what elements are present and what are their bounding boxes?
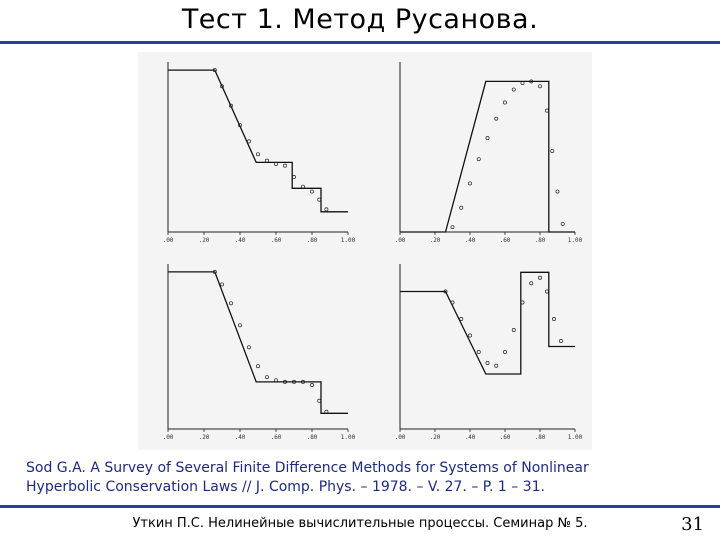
plot-1-numerical-point <box>247 139 251 144</box>
plot-3-x-tick-label: .20 <box>199 434 210 441</box>
plot-3-numerical-point <box>238 323 242 328</box>
plot-1-x-tick-label: .60 <box>271 237 282 244</box>
plot-1-exact-solution-line <box>168 69 348 213</box>
plot-4-numerical-point <box>545 289 549 294</box>
plot-1-numerical-point <box>238 123 242 128</box>
plot-1-x-tick-label: 1.00 <box>341 237 356 244</box>
plot-4-x-tick-label: .80 <box>535 434 546 441</box>
plot-2-x-tick-label: 1.00 <box>568 237 583 244</box>
plot-2-numerical-point <box>511 87 516 92</box>
plot-4-numerical-point <box>494 363 499 368</box>
plot-3-x-tick-label: .80 <box>307 434 318 441</box>
plot-1-x-tick-label: .80 <box>307 237 318 244</box>
plot-2-numerical-point <box>550 149 555 153</box>
page-number: 31 <box>681 514 704 535</box>
plot-3-numerical-point <box>212 269 217 274</box>
plot-3-numerical-point <box>274 378 278 383</box>
plot-4-x-tick-label: .00 <box>395 434 406 441</box>
plot-1-numerical-point <box>212 68 217 73</box>
plot-1-numerical-point <box>265 158 269 163</box>
plot-4-x-tick-label: .60 <box>500 434 511 441</box>
plot-2-numerical-point <box>545 108 549 113</box>
plot-1-numerical-point <box>310 189 314 194</box>
plot-4-numerical-point <box>443 289 448 294</box>
plot-3-x-tick-label: .00 <box>163 434 174 441</box>
plot-2-numerical-point <box>450 225 455 230</box>
figure-panel: .00 .20 .40 .60 .80 1.00 .00 .20 .40 .60 .80 1.00 .0… <box>138 52 592 450</box>
plot-3-x-tick-label: .60 <box>271 434 282 441</box>
plot-2-numerical-point <box>494 116 499 121</box>
plot-2-numerical-point <box>459 205 464 210</box>
plot-4-numerical-point <box>450 300 455 305</box>
plot-4-exact-solution-line <box>400 271 575 375</box>
plot-3-numerical-point <box>317 398 322 403</box>
plot-1-numerical-point <box>256 152 260 157</box>
plot-3-exact-solution-line <box>168 271 348 414</box>
plot-3-numerical-point <box>229 301 233 306</box>
plot-1-numerical-point <box>292 175 296 179</box>
plot-3-numerical-point <box>220 282 224 287</box>
plot-2-numerical-point <box>485 136 490 141</box>
plot-4-numerical-point <box>511 328 516 332</box>
plot-4-x-tick-label: .20 <box>430 434 441 441</box>
footer-author: Уткин П.С. Нелинейные вычислительные про… <box>132 516 588 531</box>
plot-3-numerical-point <box>256 364 260 369</box>
caption-line-1: Sod G.A. A Survey of Several Finite Diff… <box>26 460 589 476</box>
plot-4-x-tick-label: .40 <box>465 434 476 441</box>
plot-4-numerical-point <box>459 317 464 321</box>
plot-1-numerical-point <box>317 197 322 202</box>
plot-2-numerical-point <box>476 157 481 162</box>
plot-2-x-tick-label: .00 <box>395 237 406 244</box>
plot-1-numerical-point <box>274 162 278 166</box>
plot-4-numerical-point <box>559 339 563 343</box>
plot-1-x-tick-label: .00 <box>163 237 174 244</box>
reference-caption: Sod G.A. A Survey of Several Finite Diff… <box>26 459 706 497</box>
plot-1-x-tick-label: .40 <box>235 237 246 244</box>
plot-1-numerical-point <box>283 163 287 168</box>
plot-1-numerical-point <box>220 84 224 89</box>
caption-line-2: Hyperbolic Conservation Laws // J. Comp.… <box>26 479 546 495</box>
plot-2-numerical-point <box>468 181 472 186</box>
plot-1-numerical-point <box>324 207 329 212</box>
plot-4-numerical-point <box>485 361 490 365</box>
plot-3-x-tick-label: 1.00 <box>341 434 356 441</box>
plot-3-numerical-point <box>301 379 305 384</box>
plot-3-numerical-point <box>247 345 251 350</box>
plot-2-numerical-point <box>538 84 542 89</box>
plot-2-numerical-point <box>529 79 534 84</box>
plot-4-numerical-point <box>552 317 556 321</box>
plot-4-numerical-point <box>520 300 525 305</box>
plot-3-numerical-point <box>283 379 287 384</box>
plot-1-numerical-point <box>301 184 305 189</box>
plot-4-numerical-point <box>503 350 507 354</box>
plot-3-numerical-point <box>292 379 296 384</box>
plot-1-numerical-point <box>229 103 233 108</box>
title-divider <box>0 41 720 44</box>
footer-divider <box>0 505 720 508</box>
plot-2-x-tick-label: .40 <box>465 237 476 244</box>
plot-3-numerical-point <box>310 383 314 387</box>
figure-plots: .00 .20 .40 .60 .80 1.00 .00 .20 .40 .60 .80 1.00 .0… <box>163 62 583 441</box>
plot-2-numerical-point <box>555 189 560 194</box>
plot-4-numerical-point <box>476 350 481 354</box>
plot-3-x-tick-label: .40 <box>235 434 246 441</box>
plot-4-numerical-point <box>538 275 542 280</box>
plot-2-x-tick-label: .60 <box>500 237 511 244</box>
plot-3-numerical-point <box>324 409 329 414</box>
plot-2-x-tick-label: .80 <box>535 237 546 244</box>
plot-2-exact-solution-line <box>400 80 575 233</box>
plot-1-x-tick-label: .20 <box>199 237 210 244</box>
plot-4-x-tick-label: 1.00 <box>568 434 583 441</box>
plot-4-numerical-point <box>529 281 534 286</box>
plot-2-x-tick-label: .20 <box>430 237 441 244</box>
plot-2-numerical-point <box>520 81 525 85</box>
plot-2-numerical-point <box>560 221 565 226</box>
slide-title: Тест 1. Метод Русанова. <box>181 4 539 35</box>
plot-4-numerical-point <box>468 333 472 338</box>
plot-2-numerical-point <box>503 100 507 105</box>
plot-3-numerical-point <box>265 375 269 380</box>
